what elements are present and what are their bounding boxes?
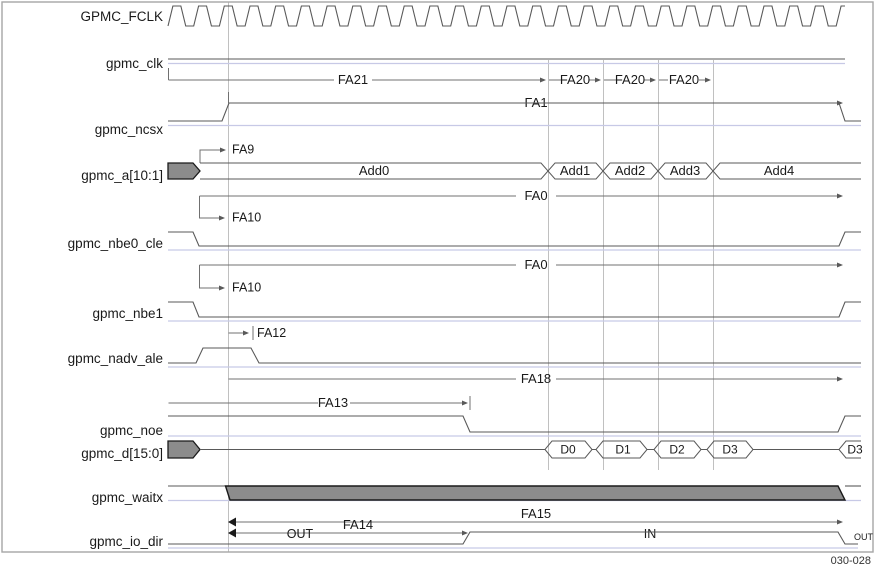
svg-text:gpmc_waitx: gpmc_waitx — [92, 490, 164, 505]
svg-text:FA20: FA20 — [615, 72, 645, 87]
svg-text:FA12: FA12 — [257, 326, 286, 340]
svg-text:FA20: FA20 — [669, 72, 699, 87]
svg-text:Add0: Add0 — [359, 163, 389, 178]
svg-text:D3: D3 — [847, 443, 863, 457]
svg-text:FA9: FA9 — [232, 143, 254, 157]
svg-text:gpmc_nbe0_cle: gpmc_nbe0_cle — [68, 236, 163, 251]
svg-text:gpmc_clk: gpmc_clk — [106, 56, 163, 71]
svg-text:gpmc_a[10:1]: gpmc_a[10:1] — [81, 168, 163, 183]
svg-text:gpmc_d[15:0]: gpmc_d[15:0] — [81, 446, 163, 461]
svg-text:gpmc_ncsx: gpmc_ncsx — [95, 122, 164, 137]
svg-text:D2: D2 — [669, 443, 685, 457]
svg-text:Add3: Add3 — [670, 163, 700, 178]
svg-text:GPMC_FCLK: GPMC_FCLK — [80, 9, 163, 24]
svg-text:FA0: FA0 — [524, 188, 547, 203]
svg-text:D1: D1 — [615, 443, 631, 457]
svg-text:FA10: FA10 — [232, 281, 261, 295]
svg-text:FA0: FA0 — [524, 257, 547, 272]
svg-text:Add4: Add4 — [764, 163, 794, 178]
svg-text:FA14: FA14 — [343, 517, 373, 532]
svg-text:030-028: 030-028 — [831, 555, 871, 567]
svg-text:OUT: OUT — [854, 532, 874, 542]
svg-text:IN: IN — [644, 527, 657, 541]
svg-text:FA13: FA13 — [318, 395, 348, 410]
svg-text:OUT: OUT — [287, 527, 314, 541]
svg-text:Add1: Add1 — [560, 163, 590, 178]
svg-text:FA18: FA18 — [521, 371, 551, 386]
svg-text:FA20: FA20 — [560, 72, 590, 87]
svg-text:gpmc_nadv_ale: gpmc_nadv_ale — [68, 351, 163, 366]
svg-text:D0: D0 — [560, 443, 576, 457]
svg-text:gpmc_io_dir: gpmc_io_dir — [89, 534, 163, 549]
svg-text:gpmc_noe: gpmc_noe — [100, 423, 163, 438]
svg-text:D3: D3 — [722, 443, 738, 457]
svg-text:Add2: Add2 — [615, 163, 645, 178]
svg-text:FA15: FA15 — [521, 506, 551, 521]
svg-text:gpmc_nbe1: gpmc_nbe1 — [92, 306, 163, 321]
svg-text:FA10: FA10 — [232, 211, 261, 225]
svg-text:FA21: FA21 — [338, 72, 368, 87]
